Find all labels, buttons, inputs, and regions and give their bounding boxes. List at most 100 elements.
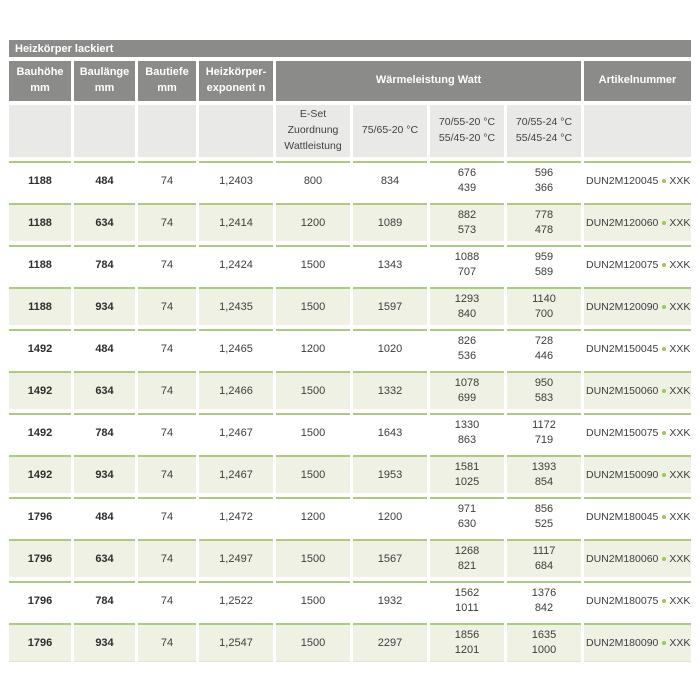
green-dot-icon xyxy=(662,640,667,645)
cell-watt-70-55-24: 856 525 xyxy=(507,497,581,535)
cell-bauhoehe: 1188 xyxy=(9,245,71,283)
cell-baulaenge: 634 xyxy=(74,539,135,577)
cell-bautiefe: 74 xyxy=(138,371,196,409)
subheader-70-55-24: 70/55-24 °C 55/45-24 °C xyxy=(507,105,581,157)
cell-watt-70-55-20: 882 573 xyxy=(430,203,504,241)
cell-artikelnummer: DUN2M180090 XXK xyxy=(584,623,691,662)
cell-bautiefe: 74 xyxy=(138,455,196,493)
artikelnummer-text: DUN2M180075 xyxy=(586,594,659,607)
table-row: 1492 934 74 1,2467 1500 1953 1581 1025 1… xyxy=(9,455,691,493)
artikelnummer-text: DUN2M150090 xyxy=(586,468,659,481)
cell-exponent: 1,2465 xyxy=(199,329,273,367)
cell-watt-75-65-20: 1343 xyxy=(353,245,427,283)
cell-bauhoehe: 1492 xyxy=(9,371,71,409)
table-row: 1492 784 74 1,2467 1500 1643 1330 863 11… xyxy=(9,413,691,451)
cell-watt-70-55-20: 1330 863 xyxy=(430,413,504,451)
cell-bauhoehe: 1492 xyxy=(9,455,71,493)
artikelnummer-suffix: XXK xyxy=(669,552,691,565)
cell-eset-wattleistung: 1500 xyxy=(276,371,350,409)
cell-watt-70-55-24: 728 446 xyxy=(507,329,581,367)
cell-watt-70-55-20: 971 630 xyxy=(430,497,504,535)
col-header-baulaenge: Baulänge mm xyxy=(74,61,135,101)
cell-watt-75-65-20: 1597 xyxy=(353,287,427,325)
subheader-empty-artikelnummer xyxy=(584,105,691,157)
cell-bauhoehe: 1796 xyxy=(9,497,71,535)
cell-watt-75-65-20: 1932 xyxy=(353,581,427,619)
artikelnummer-text: DUN2M120045 xyxy=(586,174,659,187)
green-dot-icon xyxy=(662,388,667,393)
cell-baulaenge: 934 xyxy=(74,455,135,493)
table-row: 1492 634 74 1,2466 1500 1332 1078 699 95… xyxy=(9,371,691,409)
green-dot-icon xyxy=(662,472,667,477)
cell-baulaenge: 484 xyxy=(74,161,135,199)
artikelnummer-text: DUN2M150045 xyxy=(586,342,659,355)
green-dot-icon xyxy=(662,262,667,267)
artikelnummer-suffix: XXK xyxy=(669,636,691,649)
green-dot-icon xyxy=(662,304,667,309)
table-row: 1796 934 74 1,2547 1500 2297 1856 1201 1… xyxy=(9,623,691,662)
artikelnummer-text: DUN2M150075 xyxy=(586,426,659,439)
cell-bauhoehe: 1796 xyxy=(9,581,71,619)
cell-bautiefe: 74 xyxy=(138,413,196,451)
cell-eset-wattleistung: 1500 xyxy=(276,455,350,493)
title-row: Heizkörper lackiert xyxy=(9,40,691,57)
cell-exponent: 1,2522 xyxy=(199,581,273,619)
cell-watt-70-55-24: 1393 854 xyxy=(507,455,581,493)
cell-watt-70-55-24: 950 583 xyxy=(507,371,581,409)
cell-artikelnummer: DUN2M180075 XXK xyxy=(584,581,691,619)
cell-watt-70-55-24: 1140 700 xyxy=(507,287,581,325)
artikelnummer-suffix: XXK xyxy=(669,174,691,187)
cell-watt-70-55-24: 1635 1000 xyxy=(507,623,581,662)
subheader-empty-bautiefe xyxy=(138,105,196,157)
table-row: 1492 484 74 1,2465 1200 1020 826 536 728… xyxy=(9,329,691,367)
cell-baulaenge: 634 xyxy=(74,203,135,241)
cell-bauhoehe: 1188 xyxy=(9,161,71,199)
cell-eset-wattleistung: 1500 xyxy=(276,539,350,577)
artikelnummer-text: DUN2M150060 xyxy=(586,384,659,397)
cell-watt-75-65-20: 1089 xyxy=(353,203,427,241)
cell-watt-75-65-20: 1643 xyxy=(353,413,427,451)
cell-baulaenge: 784 xyxy=(74,581,135,619)
cell-watt-75-65-20: 1020 xyxy=(353,329,427,367)
cell-watt-70-55-24: 778 478 xyxy=(507,203,581,241)
cell-eset-wattleistung: 1500 xyxy=(276,245,350,283)
artikelnummer-suffix: XXK xyxy=(669,384,691,397)
cell-bautiefe: 74 xyxy=(138,161,196,199)
cell-watt-70-55-24: 1117 684 xyxy=(507,539,581,577)
cell-bautiefe: 74 xyxy=(138,245,196,283)
cell-bauhoehe: 1796 xyxy=(9,539,71,577)
cell-bautiefe: 74 xyxy=(138,203,196,241)
cell-eset-wattleistung: 1500 xyxy=(276,413,350,451)
cell-watt-75-65-20: 1953 xyxy=(353,455,427,493)
cell-baulaenge: 484 xyxy=(74,329,135,367)
cell-exponent: 1,2424 xyxy=(199,245,273,283)
cell-watt-70-55-20: 1268 821 xyxy=(430,539,504,577)
cell-eset-wattleistung: 800 xyxy=(276,161,350,199)
col-header-bautiefe: Bautiefe mm xyxy=(138,61,196,101)
cell-eset-wattleistung: 1200 xyxy=(276,329,350,367)
cell-exponent: 1,2466 xyxy=(199,371,273,409)
cell-watt-75-65-20: 834 xyxy=(353,161,427,199)
subheader-75-65-20: 75/65-20 °C xyxy=(353,105,427,157)
cell-artikelnummer: DUN2M150075 XXK xyxy=(584,413,691,451)
table-row: 1188 634 74 1,2414 1200 1089 882 573 778… xyxy=(9,203,691,241)
green-dot-icon xyxy=(662,598,667,603)
cell-baulaenge: 784 xyxy=(74,245,135,283)
cell-eset-wattleistung: 1500 xyxy=(276,623,350,662)
artikelnummer-suffix: XXK xyxy=(669,510,691,523)
subheader-empty-bauhoehe xyxy=(9,105,71,157)
artikelnummer-suffix: XXK xyxy=(669,594,691,607)
cell-artikelnummer: DUN2M120060 XXK xyxy=(584,203,691,241)
subheader-empty-exponent xyxy=(199,105,273,157)
radiator-spec-table-container: Heizkörper lackiert Bauhöhe mm Baulänge … xyxy=(6,36,694,666)
table-row: 1188 484 74 1,2403 800 834 676 439 596 3… xyxy=(9,161,691,199)
cell-watt-70-55-24: 1172 719 xyxy=(507,413,581,451)
subheader-row: E-Set Zuordnung Wattleistung 75/65-20 °C… xyxy=(9,105,691,157)
cell-exponent: 1,2547 xyxy=(199,623,273,662)
cell-watt-70-55-20: 1293 840 xyxy=(430,287,504,325)
cell-artikelnummer: DUN2M150060 XXK xyxy=(584,371,691,409)
cell-bauhoehe: 1188 xyxy=(9,203,71,241)
artikelnummer-text: DUN2M180060 xyxy=(586,552,659,565)
cell-baulaenge: 934 xyxy=(74,623,135,662)
